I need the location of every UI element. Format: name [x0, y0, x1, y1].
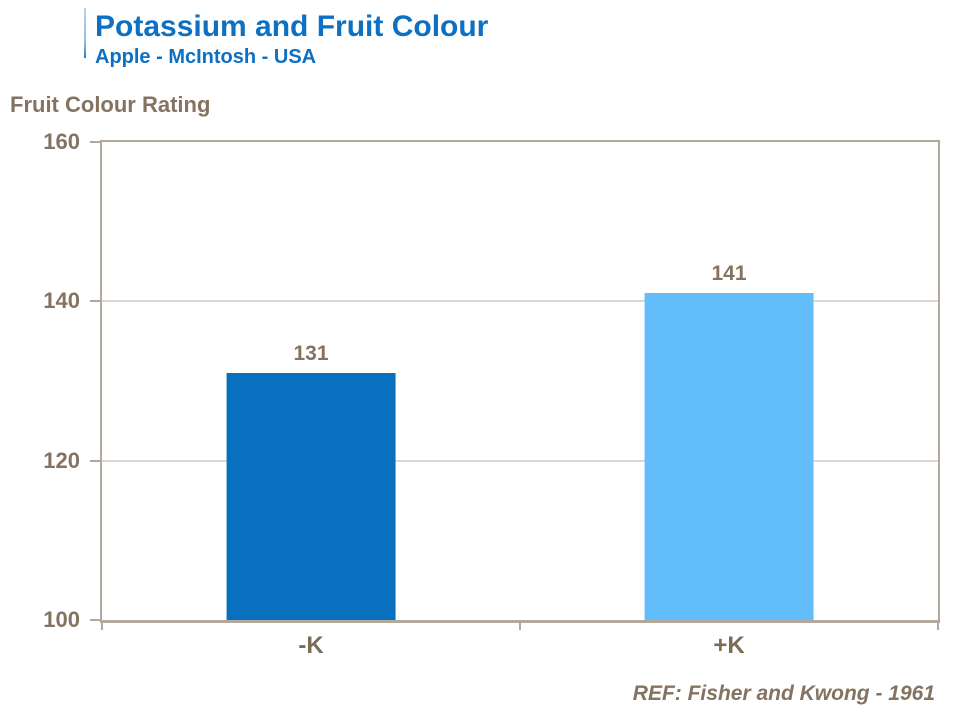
- chart-title: Potassium and Fruit Colour: [95, 10, 489, 43]
- x-category-label: -K: [298, 632, 324, 659]
- y-axis-title: Fruit Colour Rating: [10, 92, 211, 117]
- y-axis-tick: [90, 300, 102, 303]
- gridline: [102, 460, 938, 462]
- bar-K: [226, 373, 396, 620]
- y-axis-tick: [90, 141, 102, 143]
- y-axis-tick: [90, 619, 102, 621]
- plot-area: 100 120 140 160 131 -K 141 +K: [43, 131, 940, 658]
- x-axis-tick: [937, 621, 939, 630]
- bar-value-label: 131: [293, 342, 329, 366]
- x-axis-tick: [101, 621, 103, 630]
- x-axis-tick: [519, 621, 521, 630]
- title-accent-line: [84, 8, 86, 58]
- y-axis-tick: [90, 459, 102, 462]
- chart-subtitle: Apple - McIntosh - USA: [95, 46, 317, 68]
- bar-value-label: 141: [711, 262, 747, 286]
- x-category-label: +K: [713, 632, 745, 659]
- bar-K: [644, 293, 814, 620]
- gridline: [102, 300, 938, 302]
- reference-citation: REF: Fisher and Kwong - 1961: [632, 682, 935, 705]
